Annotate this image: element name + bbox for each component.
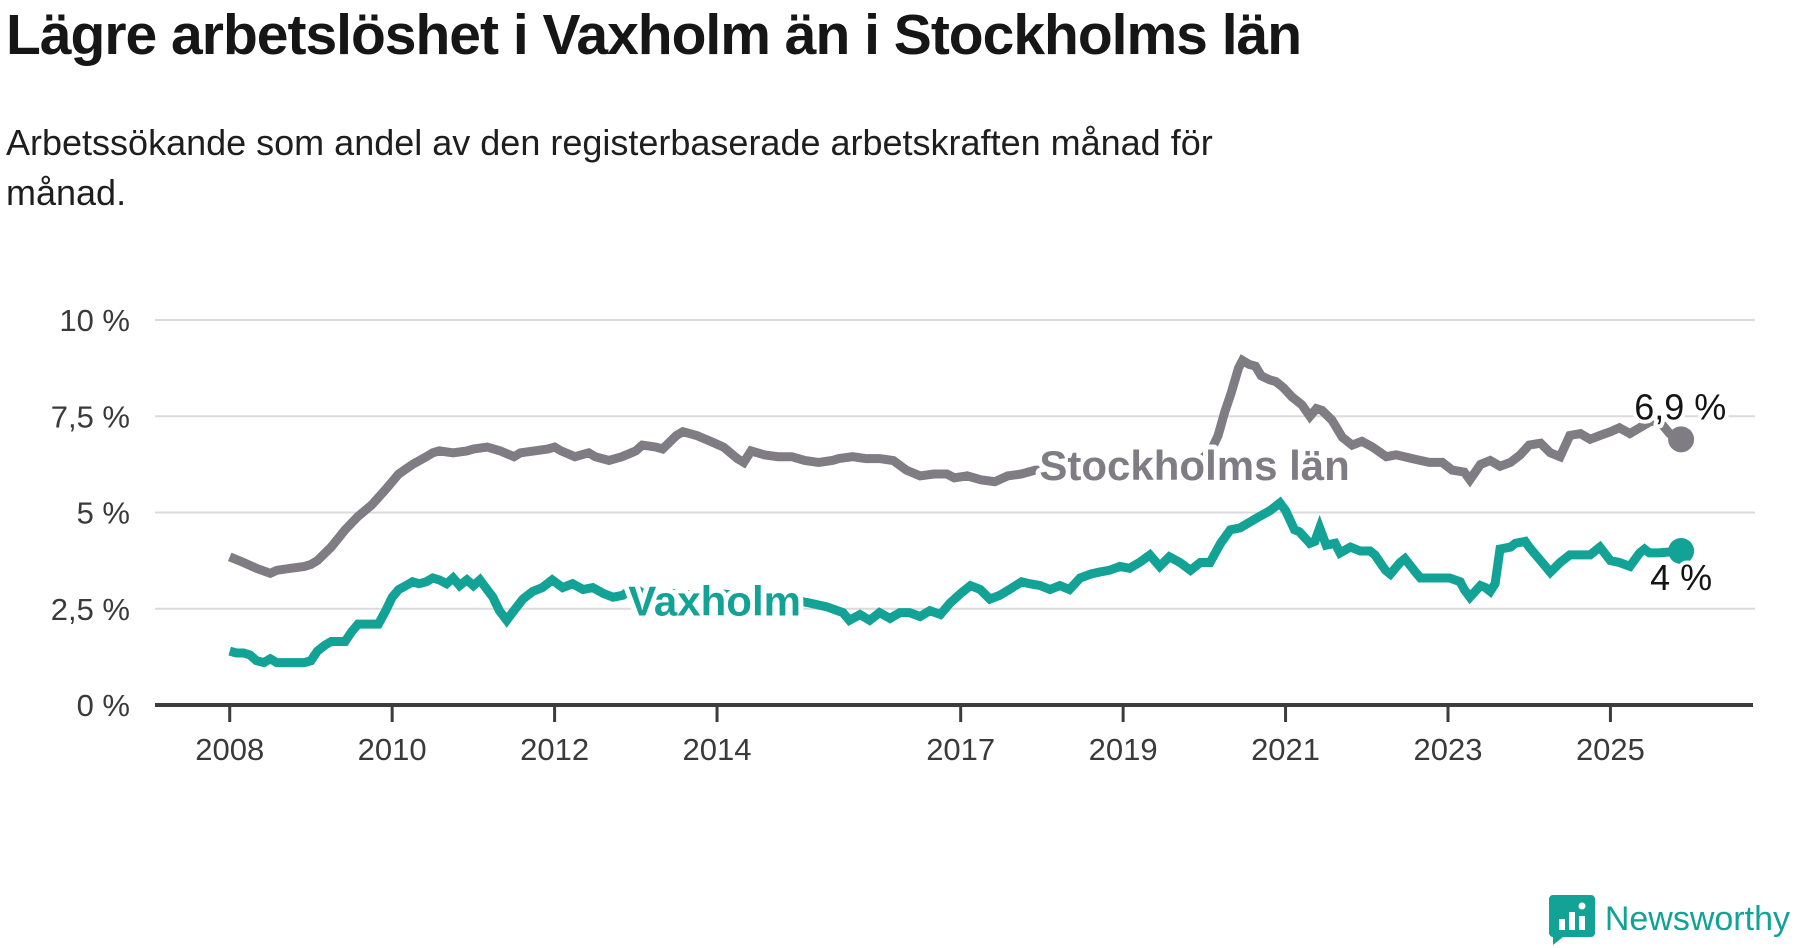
newsworthy-logo: Newsworthy <box>1548 893 1790 945</box>
series-label-vaxholm: Vaxholm <box>628 577 801 624</box>
x-axis-label: 2025 <box>1576 732 1645 767</box>
x-axis-label: 2012 <box>520 732 589 767</box>
page-subtitle: Arbetssökande som andel av den registerb… <box>6 118 1506 218</box>
x-axis-label: 2021 <box>1251 732 1320 767</box>
y-axis-label: 5 % <box>77 496 130 531</box>
newsworthy-logo-text: Newsworthy <box>1604 899 1790 938</box>
series-end-value-stockholms-lan: 6,9 % <box>1634 386 1726 427</box>
x-axis-label: 2008 <box>195 732 264 767</box>
x-axis-label: 2014 <box>683 732 752 767</box>
x-axis-label: 2023 <box>1414 732 1483 767</box>
y-axis-label: 7,5 % <box>51 399 130 434</box>
page-subtitle-line-2: månad. <box>6 172 127 213</box>
y-axis-label: 2,5 % <box>51 592 130 627</box>
series-end-dot-vaxholm <box>1668 538 1695 564</box>
x-axis-label: 2010 <box>358 732 427 767</box>
series-line-stockholms-lan <box>227 354 1684 579</box>
y-axis-label: 0 % <box>77 688 130 723</box>
bar-chart-speech-bubble-icon <box>1548 895 1595 945</box>
series-end-dot-stockholms-lan <box>1668 426 1695 453</box>
page-title: Lägre arbetslöshet i Vaxholm än i Stockh… <box>6 3 1302 67</box>
series-label-stockholms-lan: Stockholms län <box>1039 442 1349 489</box>
series-line-vaxholm <box>228 496 1682 668</box>
y-axis-label: 10 % <box>59 303 130 338</box>
x-axis-label: 2017 <box>926 732 995 767</box>
x-axis-label: 2019 <box>1089 732 1158 767</box>
page-subtitle-line-1: Arbetssökande som andel av den registerb… <box>6 122 1213 163</box>
series-end-value-vaxholm: 4 % <box>1650 557 1712 598</box>
